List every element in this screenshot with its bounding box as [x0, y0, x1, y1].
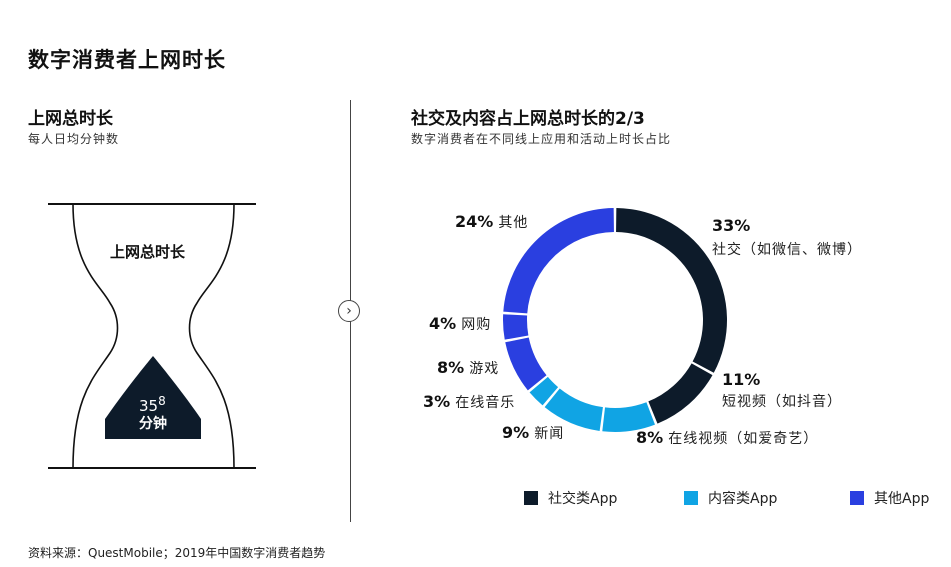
legend-swatch-content — [684, 491, 698, 505]
slice-label-games: 8% 游戏 — [437, 358, 499, 378]
hourglass-value: 358 — [139, 394, 166, 415]
hourglass-graphic — [48, 203, 256, 469]
donut-slice-3 — [544, 388, 603, 431]
source-note: 资料来源：QuestMobile；2019年中国数字消费者趋势 — [28, 546, 326, 560]
slice-text-news: 新闻 — [534, 426, 565, 442]
slice-pct-social: 33% — [712, 216, 751, 235]
slice-label-shopping: 4% 网购 — [429, 314, 491, 334]
legend-item-other: 其他App — [850, 488, 929, 508]
donut-slice-0 — [616, 208, 727, 373]
left-subheading: 每人日均分钟数 — [28, 132, 120, 146]
slice-text-other: 其他 — [498, 215, 529, 231]
hourglass-value-base: 35 — [139, 397, 159, 415]
slice-pct-other: 24% — [455, 212, 494, 231]
slice-pct-music: 3% — [423, 392, 451, 411]
hourglass-sand — [105, 356, 201, 439]
slice-text-online-video: 在线视频（如爱奇艺） — [668, 431, 819, 447]
slice-text-shopping: 网购 — [461, 317, 492, 333]
slice-label-news: 9% 新闻 — [502, 423, 564, 443]
slice-pct-news: 9% — [502, 423, 530, 442]
legend-label-other: 其他App — [874, 491, 930, 507]
slice-text-music: 在线音乐 — [455, 395, 516, 411]
hourglass-left-outline — [72, 203, 119, 469]
hourglass-label: 上网总时长 — [110, 243, 186, 261]
slice-label-short-video: 11% 短视频（如抖音） — [722, 370, 842, 411]
left-heading: 上网总时长 — [28, 109, 113, 129]
legend-swatch-other — [850, 491, 864, 505]
right-heading: 社交及内容占上网总时长的2/3 — [411, 109, 645, 129]
slice-pct-short-video: 11% — [722, 370, 761, 389]
slice-pct-games: 8% — [437, 358, 465, 377]
chevron-right-icon[interactable]: › — [338, 300, 360, 322]
legend-swatch-social — [524, 491, 538, 505]
hourglass-right-outline — [188, 203, 235, 469]
right-subheading: 数字消费者在不同线上应用和活动上时长占比 — [411, 132, 672, 146]
legend-item-social: 社交类App — [524, 488, 617, 508]
donut-slice-6 — [503, 314, 529, 340]
page-title: 数字消费者上网时长 — [28, 48, 226, 72]
slice-label-online-video: 8% 在线视频（如爱奇艺） — [636, 428, 818, 448]
legend-item-content: 内容类App — [684, 488, 777, 508]
slice-text-games: 游戏 — [469, 361, 500, 377]
slice-label-music: 3% 在线音乐 — [423, 392, 515, 412]
slice-pct-shopping: 4% — [429, 314, 457, 333]
slice-text-social: 社交（如微信、微博） — [712, 242, 862, 258]
slice-text-short-video: 短视频（如抖音） — [722, 394, 842, 410]
donut-chart — [503, 208, 727, 432]
donut-slice-4 — [529, 376, 559, 406]
legend-label-social: 社交类App — [548, 491, 618, 507]
donut-slice-5 — [505, 337, 547, 391]
slice-label-social: 33% 社交（如微信、微博） — [712, 216, 862, 259]
donut-slice-2 — [602, 402, 655, 432]
hourglass-value-sup: 8 — [158, 394, 166, 408]
legend-label-content: 内容类App — [708, 491, 778, 507]
slice-pct-online-video: 8% — [636, 428, 664, 447]
hourglass-unit: 分钟 — [139, 416, 167, 432]
slice-label-other: 24% 其他 — [455, 212, 528, 232]
donut-slice-7 — [503, 208, 614, 314]
donut-slice-1 — [648, 363, 713, 424]
